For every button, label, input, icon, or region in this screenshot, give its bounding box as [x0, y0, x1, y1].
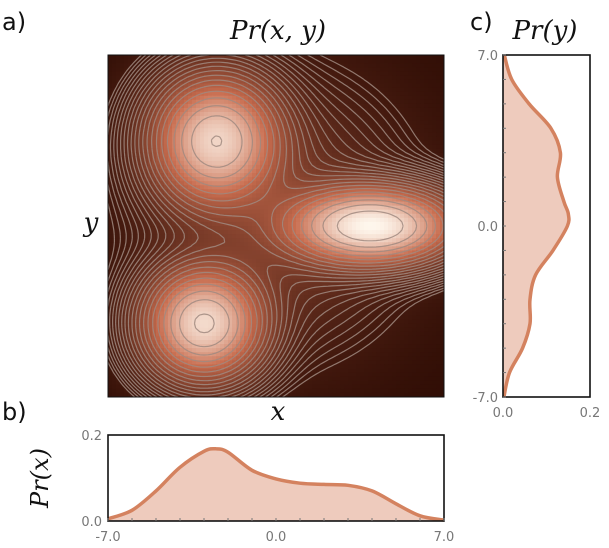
marginal-y-title: Pr(y) — [512, 16, 578, 46]
marginal-x-plot: -7.0 0.0 7.00.00.2 — [81, 429, 454, 545]
contour-line — [118, 55, 444, 397]
contour-line — [108, 55, 444, 397]
marginal-y-tick-label: 7.0 — [477, 49, 498, 64]
marginal-x-ytick-label: 0.0 — [81, 515, 102, 530]
contour-line — [121, 55, 444, 397]
heatmap-ylabel: y — [83, 208, 99, 238]
marginal-y-tick-label: -7.0 — [473, 391, 498, 406]
contour-line — [131, 61, 444, 393]
marginal-x-ylabel: Pr(x) — [26, 448, 54, 509]
contour-lines — [108, 55, 444, 397]
contour-line — [152, 84, 444, 373]
marginal-y-plot: -7.00.07.00.0 0.2 — [473, 49, 601, 421]
contour-line — [193, 135, 404, 334]
contour-line — [138, 70, 444, 386]
contour-line — [143, 74, 444, 382]
heatmap-xlabel: x — [271, 397, 286, 427]
marginal-x-tick-label: 7.0 — [434, 530, 455, 545]
contour-line — [108, 55, 444, 397]
contour-line — [179, 115, 418, 348]
marginal-y-xtick-label: 0.0 — [493, 406, 514, 421]
contour-line — [115, 55, 444, 397]
contour-line — [108, 55, 444, 397]
marginal-y-tick-label: 0.0 — [477, 220, 498, 235]
contour-line — [124, 55, 444, 397]
panel-label-b: b) — [2, 398, 27, 426]
contour-line — [157, 90, 444, 368]
heatmap-title: Pr(x, y) — [229, 16, 326, 46]
contour-line — [147, 79, 444, 378]
marginal-x-line — [107, 446, 445, 522]
marginal-y-line — [502, 54, 571, 398]
contour-line — [109, 55, 444, 397]
marginal-x-tick-label: 0.0 — [266, 530, 287, 545]
contour-line — [163, 97, 437, 363]
contour-line — [112, 55, 444, 397]
marginal-y-area — [503, 55, 569, 397]
contour-line — [170, 105, 428, 356]
marginal-x-ytick-label: 0.2 — [81, 429, 102, 444]
heatmap-frame — [107, 54, 445, 398]
contour-line — [127, 57, 444, 396]
contour-line — [135, 65, 444, 389]
marginal-x-area — [108, 448, 444, 521]
panel-label-c: c) — [470, 8, 493, 36]
marginal-y-xtick-label: 0.2 — [580, 406, 601, 421]
marginal-x-tick-label: -7.0 — [95, 530, 120, 545]
panel-label-a: a) — [2, 8, 26, 36]
contour-line — [108, 55, 444, 397]
